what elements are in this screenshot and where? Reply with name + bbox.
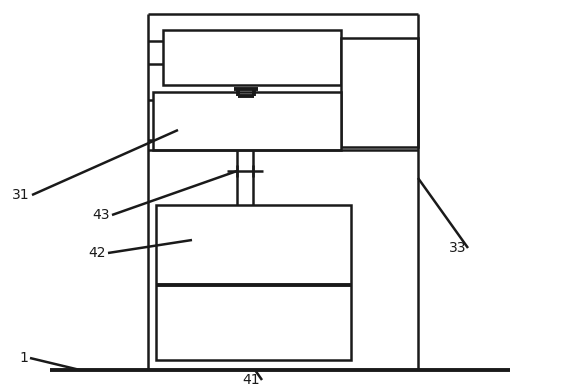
Text: 42: 42: [88, 246, 106, 260]
Text: 43: 43: [92, 208, 110, 222]
Text: 41: 41: [243, 373, 260, 387]
Text: 31: 31: [12, 188, 30, 202]
Text: 33: 33: [449, 241, 466, 255]
Bar: [163, 30, 341, 85]
Bar: [153, 92, 341, 150]
Bar: [156, 205, 351, 360]
Text: 1: 1: [19, 351, 28, 365]
Bar: [341, 38, 418, 147]
